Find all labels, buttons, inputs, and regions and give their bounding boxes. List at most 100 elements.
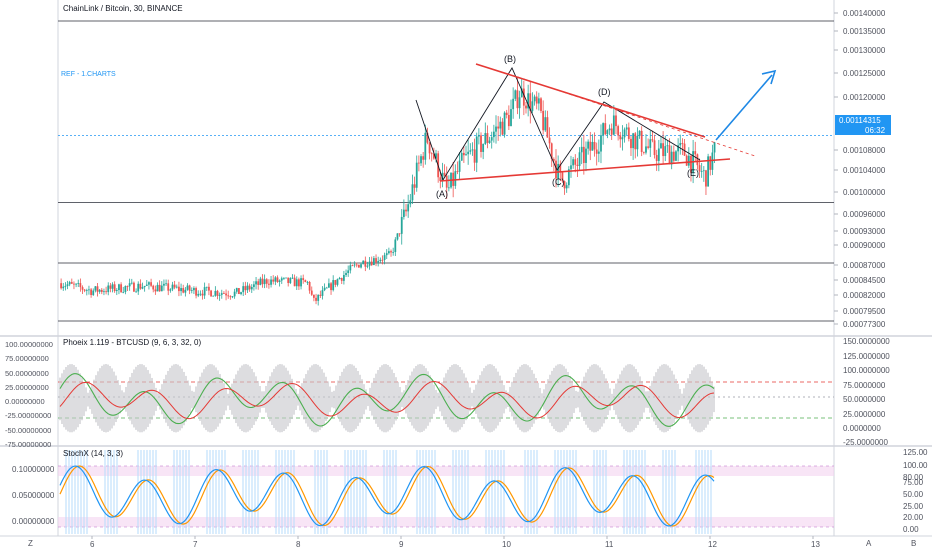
candle-body[interactable] bbox=[555, 160, 557, 179]
candle-body[interactable] bbox=[250, 286, 253, 290]
candle-body[interactable] bbox=[400, 216, 403, 234]
candle-body[interactable] bbox=[499, 121, 502, 129]
candle-body[interactable] bbox=[679, 143, 682, 146]
candle-body[interactable] bbox=[484, 133, 487, 144]
candle-body[interactable] bbox=[563, 181, 566, 189]
candle-body[interactable] bbox=[518, 97, 521, 109]
candle-body[interactable] bbox=[653, 140, 656, 155]
candle-body[interactable] bbox=[203, 287, 206, 296]
candle-body[interactable] bbox=[190, 290, 193, 292]
candle-body[interactable] bbox=[548, 137, 551, 144]
candle-body[interactable] bbox=[268, 283, 270, 285]
candle-body[interactable] bbox=[111, 284, 114, 289]
candle-body[interactable] bbox=[602, 123, 605, 136]
candle-body[interactable] bbox=[285, 277, 287, 279]
candle-body[interactable] bbox=[178, 286, 180, 292]
candle-body[interactable] bbox=[398, 233, 401, 235]
candle-body[interactable] bbox=[148, 282, 150, 285]
candle-body[interactable] bbox=[510, 109, 512, 127]
candle-body[interactable] bbox=[640, 130, 643, 152]
candle-body[interactable] bbox=[276, 277, 279, 282]
candle-body[interactable] bbox=[497, 126, 500, 129]
candle-body[interactable] bbox=[325, 287, 328, 289]
candle-body[interactable] bbox=[90, 289, 92, 295]
candle-body[interactable] bbox=[120, 284, 122, 293]
candle-body[interactable] bbox=[471, 149, 474, 151]
candle-body[interactable] bbox=[103, 291, 105, 293]
candle-body[interactable] bbox=[623, 129, 626, 138]
candle-body[interactable] bbox=[225, 293, 227, 296]
candle-body[interactable] bbox=[617, 126, 620, 136]
candle-body[interactable] bbox=[533, 96, 536, 102]
candle-body[interactable] bbox=[77, 283, 80, 284]
candle-body[interactable] bbox=[660, 143, 662, 149]
candle-body[interactable] bbox=[428, 142, 431, 154]
candle-body[interactable] bbox=[75, 283, 77, 285]
candle-body[interactable] bbox=[370, 261, 373, 266]
candle-body[interactable] bbox=[430, 153, 433, 155]
candle-body[interactable] bbox=[675, 151, 677, 161]
candle-body[interactable] bbox=[589, 141, 592, 151]
candle-body[interactable] bbox=[381, 259, 384, 261]
candle-body[interactable] bbox=[298, 279, 300, 287]
candle-body[interactable] bbox=[66, 284, 69, 286]
candle-body[interactable] bbox=[349, 265, 352, 271]
candle-body[interactable] bbox=[634, 133, 637, 150]
candle-body[interactable] bbox=[593, 141, 596, 150]
candle-body[interactable] bbox=[439, 177, 442, 182]
candle-body[interactable] bbox=[503, 112, 506, 135]
candle-body[interactable] bbox=[152, 285, 155, 290]
candle-body[interactable] bbox=[351, 265, 354, 267]
candle-body[interactable] bbox=[283, 277, 285, 279]
candle-body[interactable] bbox=[709, 156, 712, 170]
candle-body[interactable] bbox=[272, 279, 275, 282]
candle-body[interactable] bbox=[160, 285, 163, 292]
candle-body[interactable] bbox=[122, 291, 125, 293]
candle-body[interactable] bbox=[542, 110, 545, 131]
candle-body[interactable] bbox=[135, 291, 137, 293]
candle-body[interactable] bbox=[488, 140, 491, 143]
breakout-arrow-shaft[interactable] bbox=[715, 74, 773, 141]
time-axis[interactable]: 6 7 8 9 10 11 12 13 bbox=[90, 536, 820, 549]
candle-body[interactable] bbox=[216, 290, 219, 296]
candle-body[interactable] bbox=[687, 155, 690, 166]
candle-body[interactable] bbox=[242, 286, 245, 293]
candle-body[interactable] bbox=[707, 156, 710, 187]
candle-body[interactable] bbox=[291, 277, 294, 279]
candle-body[interactable] bbox=[638, 130, 641, 136]
candle-body[interactable] bbox=[377, 261, 380, 263]
candle-body[interactable] bbox=[505, 112, 508, 115]
candle-body[interactable] bbox=[529, 93, 532, 111]
breakout-arrow-head[interactable] bbox=[761, 69, 777, 85]
candle-body[interactable] bbox=[195, 288, 197, 296]
candle-body[interactable] bbox=[336, 279, 339, 285]
candle-body[interactable] bbox=[184, 289, 187, 293]
candle-body[interactable] bbox=[396, 233, 399, 240]
candle-body[interactable] bbox=[68, 282, 71, 285]
candle-body[interactable] bbox=[197, 293, 200, 296]
candle-body[interactable] bbox=[651, 139, 654, 141]
candle-body[interactable] bbox=[73, 283, 75, 285]
candle-body[interactable] bbox=[649, 139, 652, 148]
candle-body[interactable] bbox=[319, 294, 322, 296]
candlestick-series[interactable] bbox=[60, 77, 716, 306]
candle-body[interactable] bbox=[81, 287, 84, 290]
candle-body[interactable] bbox=[169, 289, 172, 291]
candle-body[interactable] bbox=[540, 98, 542, 111]
candle-body[interactable] bbox=[627, 127, 630, 139]
pattern-overlay[interactable] bbox=[415, 63, 777, 182]
candle-body[interactable] bbox=[345, 273, 347, 276]
candle-body[interactable] bbox=[447, 187, 450, 189]
candle-body[interactable] bbox=[525, 105, 527, 109]
candle-body[interactable] bbox=[182, 288, 185, 293]
candle-body[interactable] bbox=[338, 278, 341, 280]
candle-body[interactable] bbox=[597, 151, 600, 154]
candle-body[interactable] bbox=[546, 117, 549, 138]
candle-body[interactable] bbox=[702, 170, 705, 172]
candle-body[interactable] bbox=[495, 126, 497, 132]
candle-body[interactable] bbox=[591, 141, 594, 151]
candle-body[interactable] bbox=[537, 98, 540, 104]
phoenix-slow-line[interactable] bbox=[59, 380, 715, 420]
candle-body[interactable] bbox=[604, 123, 607, 135]
candle-body[interactable] bbox=[188, 285, 191, 291]
